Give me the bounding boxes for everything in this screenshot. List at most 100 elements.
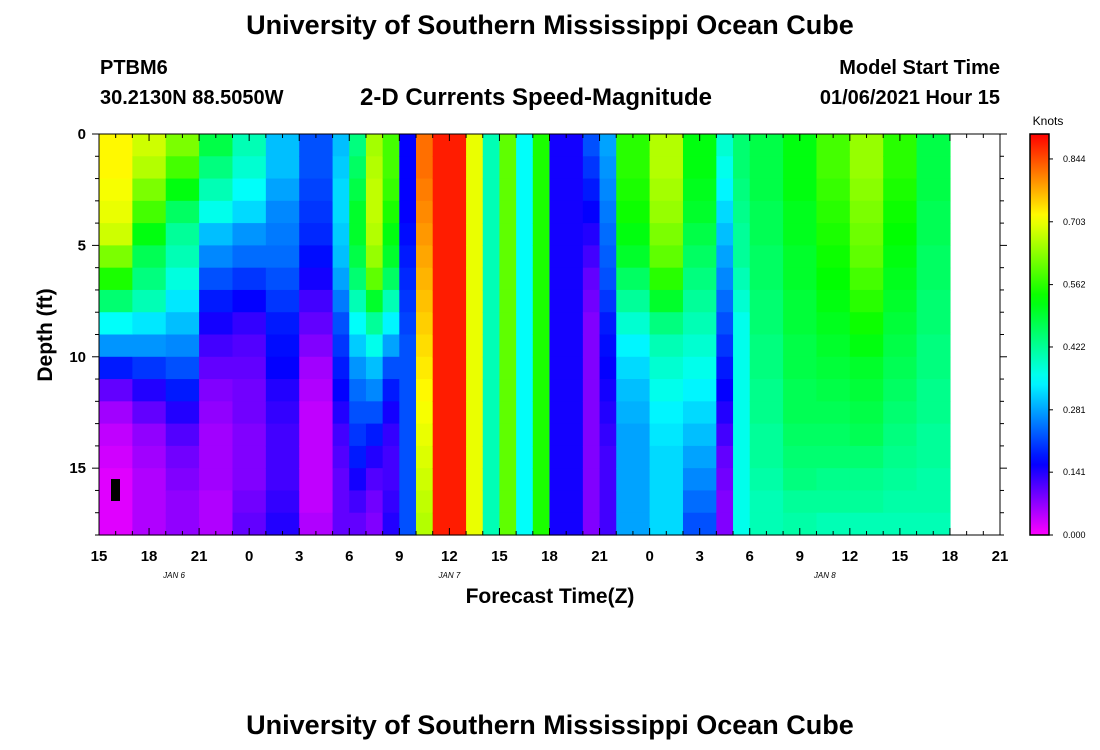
heatmap-cell bbox=[783, 334, 818, 358]
heatmap-cell bbox=[783, 223, 818, 246]
heatmap-cell bbox=[516, 134, 534, 157]
heatmap-cell bbox=[265, 312, 300, 336]
heatmap-cell bbox=[733, 200, 751, 224]
heatmap-cell bbox=[849, 445, 884, 469]
y-axis: 0 5 10 15 bbox=[69, 126, 1007, 536]
heatmap-cell bbox=[399, 223, 417, 246]
heatmap-cell bbox=[382, 445, 400, 469]
heatmap-cell bbox=[532, 423, 551, 447]
heatmap-cell bbox=[265, 445, 300, 469]
heatmap-cell bbox=[649, 178, 684, 202]
heatmap-cell bbox=[99, 379, 133, 402]
heatmap-cell bbox=[432, 223, 467, 246]
heatmap-cell bbox=[733, 245, 751, 269]
x-tick-label: 21 bbox=[191, 548, 208, 565]
heatmap-cell bbox=[365, 134, 384, 157]
heatmap-cell bbox=[466, 490, 484, 514]
heatmap-cell bbox=[599, 334, 617, 358]
heatmap-cell bbox=[749, 134, 784, 157]
heatmap-cell bbox=[816, 156, 851, 180]
heatmap-cell bbox=[849, 423, 884, 447]
heatmap-cell bbox=[532, 401, 551, 425]
chart-title: University of Southern Mississippi Ocean… bbox=[246, 10, 854, 40]
heatmap-cell bbox=[616, 200, 651, 224]
heatmap-cell bbox=[99, 356, 133, 380]
heatmap-cell bbox=[516, 223, 534, 246]
heatmap-cell bbox=[466, 379, 484, 402]
heatmap-cell bbox=[349, 223, 367, 246]
heatmap-cell bbox=[916, 490, 951, 514]
heatmap-cell bbox=[332, 401, 350, 425]
heatmap-cell bbox=[232, 312, 267, 336]
y-tick-label: 5 bbox=[78, 237, 86, 254]
x-tick-label: 0 bbox=[245, 548, 253, 565]
heatmap-cell bbox=[432, 134, 467, 157]
heatmap-cell bbox=[716, 223, 734, 246]
heatmap-cell bbox=[482, 178, 501, 202]
heatmap-cell bbox=[616, 245, 651, 269]
heatmap-cell bbox=[399, 156, 417, 180]
heatmap-cell bbox=[99, 512, 133, 536]
heatmap-cell bbox=[883, 134, 918, 157]
heatmap-cell bbox=[849, 401, 884, 425]
heatmap-cell bbox=[816, 200, 851, 224]
heatmap-cell bbox=[466, 223, 484, 246]
heatmap-cell bbox=[599, 445, 617, 469]
heatmap-cell bbox=[265, 401, 300, 425]
heatmap-cell bbox=[349, 356, 367, 380]
heatmap-cell bbox=[499, 356, 517, 380]
heatmap-cell bbox=[682, 178, 717, 202]
heatmap-cell bbox=[365, 490, 384, 514]
heatmap-cell bbox=[649, 356, 684, 380]
model-start-value: 01/06/2021 Hour 15 bbox=[819, 87, 1000, 109]
heatmap-cell bbox=[416, 468, 434, 492]
heatmap-cell bbox=[582, 490, 601, 514]
heatmap-cell bbox=[299, 356, 334, 380]
heatmap-cell bbox=[482, 490, 501, 514]
heatmap-cell bbox=[649, 445, 684, 469]
heatmap-cell bbox=[582, 223, 601, 246]
heatmap-cell bbox=[783, 512, 818, 536]
heatmap-cell bbox=[265, 156, 300, 180]
heatmap-cell bbox=[599, 490, 617, 514]
heatmap-cell bbox=[749, 512, 784, 536]
heatmap-cell bbox=[599, 245, 617, 269]
heatmap-cell bbox=[532, 379, 551, 402]
heatmap-cell bbox=[516, 401, 534, 425]
heatmap-cell bbox=[916, 312, 951, 336]
heatmap-cell bbox=[332, 156, 350, 180]
heatmap-cell bbox=[516, 200, 534, 224]
heatmap-cell bbox=[549, 289, 584, 313]
heatmap-cell bbox=[682, 423, 717, 447]
x-tick-label: 21 bbox=[591, 548, 608, 565]
x-axis-label: Forecast Time(Z) bbox=[465, 585, 635, 608]
heatmap-cell bbox=[749, 267, 784, 291]
heatmap-cell bbox=[783, 379, 818, 402]
heatmap-cell bbox=[349, 379, 367, 402]
heatmap-cell bbox=[749, 200, 784, 224]
heatmap-cell bbox=[365, 512, 384, 536]
heatmap-cell bbox=[416, 134, 434, 157]
heatmap-cell bbox=[516, 445, 534, 469]
heatmap-cell bbox=[349, 178, 367, 202]
heatmap-cell bbox=[299, 423, 334, 447]
heatmap-cell bbox=[466, 512, 484, 536]
heatmap-cell bbox=[99, 267, 133, 291]
heatmap-cell bbox=[432, 267, 467, 291]
heatmap-cell bbox=[649, 423, 684, 447]
heatmap-cell bbox=[516, 245, 534, 269]
heatmap-cell bbox=[599, 512, 617, 536]
heatmap-cell bbox=[682, 267, 717, 291]
colorbar-tick-label: 0.562 bbox=[1063, 280, 1086, 290]
heatmap-cell bbox=[165, 267, 200, 291]
heatmap-cell bbox=[599, 423, 617, 447]
heatmap-cell bbox=[466, 178, 484, 202]
heatmap-cell bbox=[466, 445, 484, 469]
heatmap-cell bbox=[649, 134, 684, 157]
heatmap-cell bbox=[332, 245, 350, 269]
heatmap-cell bbox=[499, 334, 517, 358]
heatmap-cell bbox=[232, 445, 267, 469]
heatmap-cell bbox=[783, 423, 818, 447]
heatmap-cell bbox=[416, 334, 434, 358]
heatmap-cell bbox=[482, 245, 501, 269]
